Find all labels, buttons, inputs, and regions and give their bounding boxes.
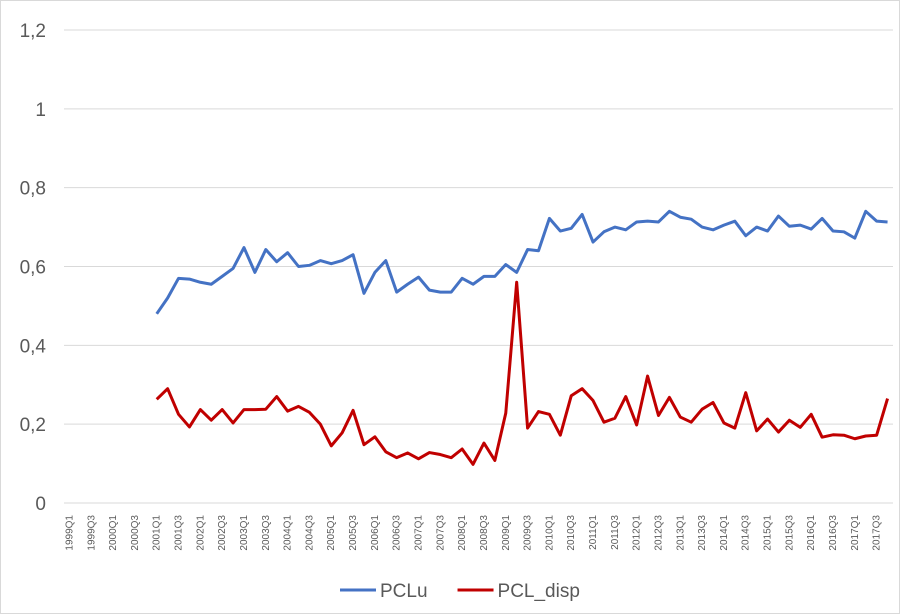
x-tick-label: 2015Q1	[763, 515, 774, 551]
x-tick-label: 2012Q3	[653, 515, 664, 551]
y-tick-label: 1,2	[20, 21, 46, 42]
x-tick-label: 2017Q1	[850, 515, 861, 551]
x-tick-label: 2006Q1	[370, 515, 381, 551]
x-tick-label: 2001Q1	[152, 515, 163, 551]
x-tick-label: 2000Q1	[108, 515, 119, 551]
x-tick-label: 2016Q1	[806, 515, 817, 551]
series-line	[155, 280, 889, 466]
x-tick-label: 1999Q3	[86, 515, 97, 551]
x-tick-label: 2010Q3	[566, 515, 577, 551]
x-tick-label: 2009Q3	[523, 515, 534, 551]
legend-label: PCLu	[380, 581, 428, 602]
y-tick-label: 1	[35, 100, 46, 121]
x-tick-label: 2008Q3	[479, 515, 490, 551]
x-tick-label: 2014Q1	[719, 515, 730, 551]
x-tick-label: 2016Q3	[828, 515, 839, 551]
x-tick-label: 2008Q1	[457, 515, 468, 551]
x-tick-label: 2012Q1	[632, 515, 643, 551]
x-tick-label: 2015Q3	[784, 515, 795, 551]
y-tick-label: 0,8	[20, 179, 46, 200]
series-line	[155, 209, 888, 315]
y-tick-label: 0,4	[20, 336, 47, 357]
x-tick-label: 2013Q1	[675, 515, 686, 551]
x-tick-label: 2000Q3	[130, 515, 141, 551]
x-tick-label: 2005Q3	[348, 515, 359, 551]
y-tick-label: 0	[35, 494, 46, 515]
x-tick-label: 2017Q3	[872, 515, 883, 551]
x-tick-label: 2006Q3	[392, 515, 403, 551]
x-tick-label: 2002Q1	[195, 515, 206, 551]
x-tick-label: 2011Q3	[610, 515, 621, 550]
x-tick-label: 1999Q1	[64, 515, 75, 551]
x-tick-label: 2009Q1	[501, 515, 512, 551]
x-tick-label: 2010Q1	[544, 515, 555, 551]
x-tick-label: 2003Q1	[239, 515, 250, 551]
x-tick-label: 2002Q3	[217, 515, 228, 551]
y-tick-label: 0,2	[20, 415, 46, 436]
legend-label: PCL_disp	[498, 581, 580, 602]
x-tick-label: 2005Q1	[326, 515, 337, 551]
x-tick-label: 2004Q3	[304, 515, 315, 551]
x-tick-label: 2013Q3	[697, 515, 708, 551]
x-tick-label: 2003Q3	[261, 515, 272, 551]
x-tick-label: 2011Q1	[588, 515, 599, 550]
x-tick-label: 2001Q3	[174, 515, 185, 551]
x-tick-label: 2004Q1	[283, 515, 294, 551]
x-tick-label: 2007Q3	[435, 515, 446, 551]
x-tick-label: 2014Q3	[741, 515, 752, 551]
x-tick-label: 2007Q1	[414, 515, 425, 551]
y-tick-label: 0,6	[20, 258, 46, 279]
